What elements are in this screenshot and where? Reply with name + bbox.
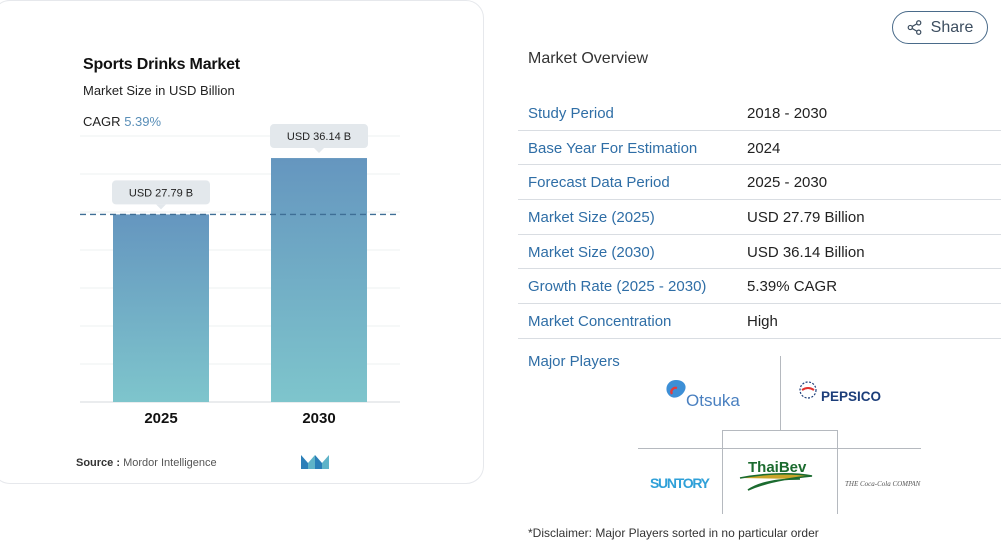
otsuka-logo: Otsuka (658, 372, 758, 414)
thaibev-logo-icon: ThaiBev (739, 459, 813, 491)
cagr-label: CAGR (83, 114, 121, 129)
overview-value: USD 27.79 Billion (747, 209, 865, 227)
overview-value: High (747, 313, 778, 331)
coca-cola-logo-icon: THE Coca-Cola COMPANY (845, 480, 921, 488)
chart-card (0, 0, 484, 484)
bar-2025 (113, 214, 209, 402)
overview-row: Forecast Data Period 2025 - 2030 (518, 165, 1001, 201)
otsuka-text: Otsuka (686, 391, 740, 410)
overview-row: Market Size (2025) USD 27.79 Billion (518, 200, 1001, 235)
share-icon (907, 20, 922, 35)
data-label: USD 36.14 B (287, 131, 351, 143)
pepsico-logo-icon: PEPSICO (799, 381, 881, 404)
disclaimer: *Disclaimer: Major Players sorted in no … (528, 526, 819, 540)
suntory-text: SUNTORY (650, 475, 711, 491)
overview-key: Forecast Data Period (528, 174, 670, 192)
data-label-pointer (314, 148, 324, 154)
major-players-label: Major Players (528, 353, 620, 370)
overview-key: Study Period (528, 105, 614, 122)
cagr-text: CAGR 5.39% (83, 114, 161, 129)
market-overview-title: Market Overview (528, 50, 649, 67)
mordor-logo-icon (301, 455, 329, 469)
overview-row: Study Period 2018 - 2030 (518, 96, 1001, 131)
coca-cola-text: THE Coca-Cola COMPANY (845, 480, 921, 488)
source-line: Source : Mordor Intelligence (76, 457, 217, 469)
x-tick-label: 2030 (302, 410, 335, 427)
chart-subtitle: Market Size in USD Billion (83, 83, 235, 98)
thaibev-logo: ThaiBev (730, 452, 830, 498)
otsuka-logo-icon: Otsuka (666, 380, 740, 410)
overview-key: Market Concentration (528, 313, 672, 331)
coca-cola-logo: THE Coca-Cola COMPANY (843, 468, 921, 498)
overview-key: Base Year For Estimation (528, 139, 698, 157)
x-tick-label: 2025 (144, 410, 177, 427)
overview-key: Market Size (2025) (528, 209, 655, 227)
data-label-bg (270, 124, 368, 149)
overview-row: Growth Rate (2025 - 2030) 5.39% CAGR (518, 269, 1001, 305)
suntory-logo: SUNTORY (642, 464, 718, 500)
data-label-bg (112, 180, 210, 205)
overview-row: Market Concentration High (518, 304, 1001, 339)
thaibev-text: ThaiBev (748, 459, 807, 476)
market-overview-table: Study Period 2018 - 2030 Base Year For Est… (518, 96, 1001, 339)
overview-value: USD 36.14 Billion (747, 243, 865, 261)
data-label-pointer (156, 204, 166, 210)
grid-divider (722, 430, 723, 514)
grid-divider (722, 430, 838, 431)
overview-value: 2024 (747, 139, 781, 157)
bar-chart: USD 27.79 B 2025 USD 36.14 B 2030 (80, 124, 400, 427)
grid-divider (638, 448, 921, 449)
bar-2030 (271, 158, 367, 402)
overview-row: Base Year For Estimation 2024 (518, 131, 1001, 166)
grid-divider (837, 430, 838, 514)
data-label: USD 27.79 B (129, 187, 193, 199)
overview-row: Market Size (2030) USD 36.14 Billion (518, 235, 1001, 270)
chart-title: Sports Drinks Market (83, 56, 240, 73)
suntory-logo-icon: SUNTORY (650, 475, 711, 491)
cagr-value: 5.39% (124, 114, 162, 129)
share-label: Share (930, 18, 974, 36)
major-players-grid: Otsuka PEPSICO SUNTORY ThaiBev THE Coca-… (638, 356, 921, 514)
overview-value: 5.39% CAGR (747, 278, 838, 296)
source-value: Mordor Intelligence (123, 457, 217, 469)
pepsico-text: PEPSICO (821, 389, 881, 404)
pepsico-logo: PEPSICO (794, 376, 914, 416)
source-label: Source : (76, 457, 121, 469)
overview-value: 2025 - 2030 (747, 174, 828, 192)
overview-key: Market Size (2030) (528, 243, 655, 261)
overview-value: 2018 - 2030 (747, 105, 828, 122)
overview-key: Growth Rate (2025 - 2030) (528, 278, 707, 296)
grid-divider (780, 356, 781, 430)
share-button[interactable]: Share (892, 11, 988, 44)
